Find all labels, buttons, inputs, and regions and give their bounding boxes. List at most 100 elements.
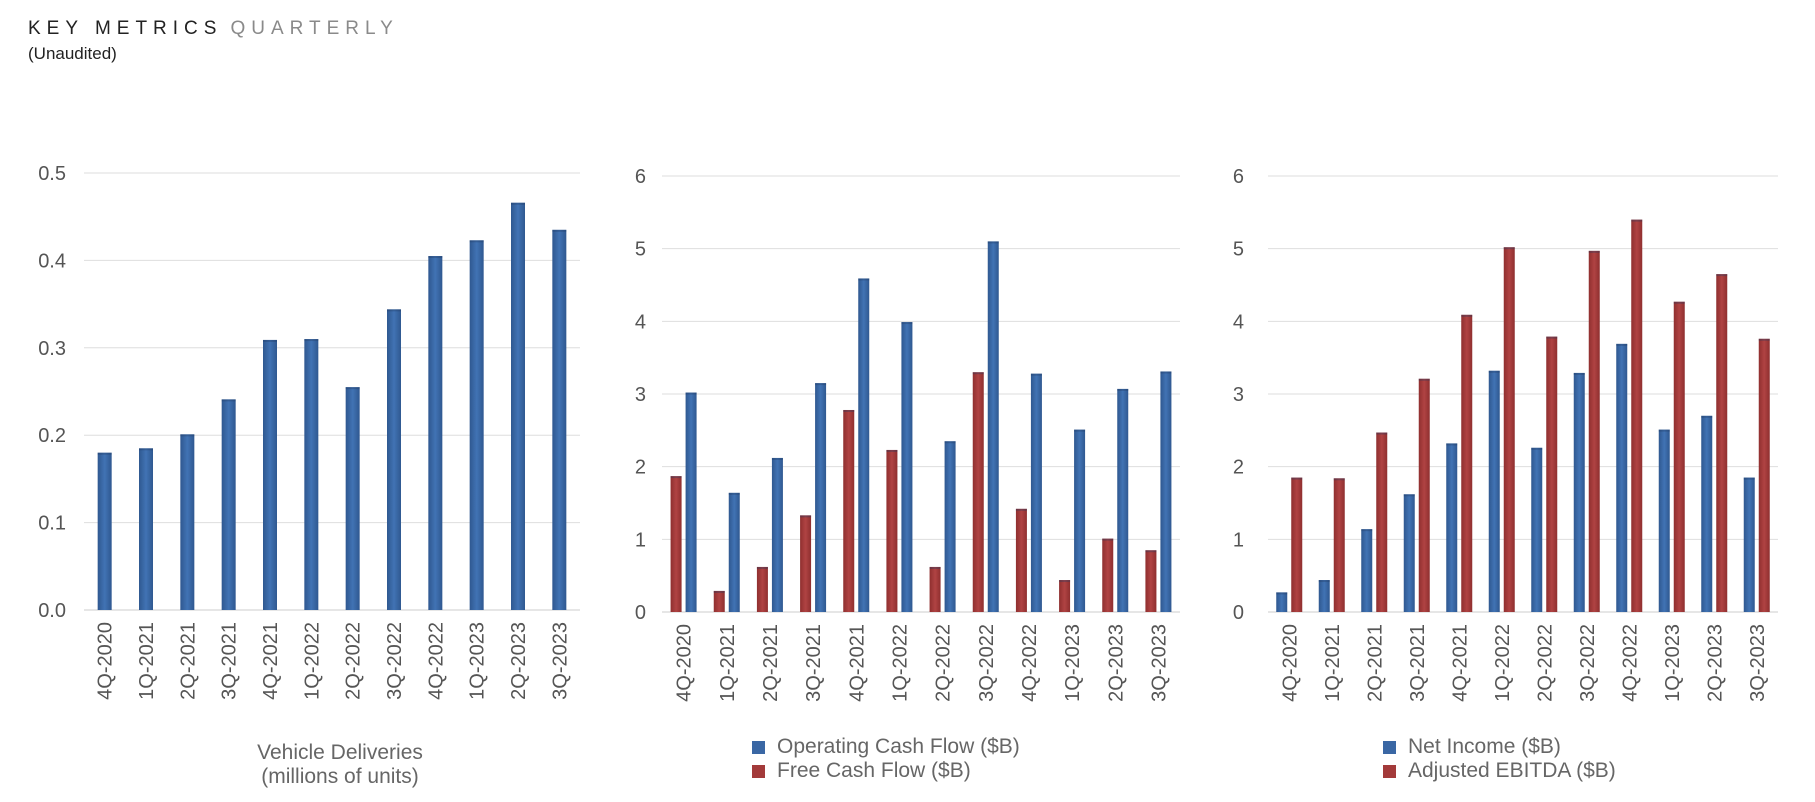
chart-2-bar-cap xyxy=(800,515,812,518)
chart-3-bar-cap xyxy=(1701,415,1713,418)
chart-3-bar-cap xyxy=(1333,478,1345,481)
chart-1-bar-delivery xyxy=(552,229,567,610)
chart-2-bar-cap xyxy=(713,590,725,593)
chart-3-bar-adjusted-ebitda xyxy=(1376,432,1388,612)
chart-1-x-tick-label: 3Q-2023 xyxy=(549,622,571,700)
chart-3-bar-adjusted-ebitda xyxy=(1503,247,1515,613)
legend-swatch-blue xyxy=(752,740,765,754)
legend-item-free-cash-flow: Free Cash Flow ($B) xyxy=(752,759,1020,783)
chart-3-bar-cap xyxy=(1716,274,1728,277)
chart-2-bar-cap xyxy=(1030,373,1042,376)
chart-2-bar-cap xyxy=(771,457,783,460)
chart-2-bar-free-cash-flow xyxy=(843,409,855,612)
chart-3-bar-cap xyxy=(1503,247,1515,250)
chart-2-bar-cap xyxy=(1160,371,1172,374)
chart-1-y-tick-label: 0.4 xyxy=(38,250,66,272)
chart-2-y-tick-label: 1 xyxy=(635,529,646,551)
chart-3-bar-adjusted-ebitda xyxy=(1631,219,1643,612)
chart-1-x-tick-label: 1Q-2022 xyxy=(301,622,323,700)
chart-3-bar-net-income xyxy=(1573,372,1585,612)
chart-2-bar-operating-cash-flow xyxy=(858,278,870,612)
chart-2-y-tick-label: 2 xyxy=(635,457,646,479)
chart-2-bar-cap xyxy=(1102,538,1114,541)
chart-2-y-tick-label: 6 xyxy=(635,166,646,188)
chart-2-bar-free-cash-flow xyxy=(800,515,812,612)
chart-2-x-tick-label: 2Q-2023 xyxy=(1105,624,1127,702)
chart-1-y-tick-label: 0.3 xyxy=(38,338,66,360)
chart-1-x-tick-label: 3Q-2022 xyxy=(384,622,406,700)
chart-1-bar-cap xyxy=(304,339,319,342)
chart-2-bar-free-cash-flow xyxy=(713,590,725,612)
chart-2-bar-cap xyxy=(858,278,870,281)
chart-1-bar-cap xyxy=(345,387,360,390)
chart-2-bar-free-cash-flow xyxy=(886,449,898,612)
chart-3-bar-cap xyxy=(1403,494,1415,497)
chart-2-bar-operating-cash-flow xyxy=(944,441,956,612)
chart-2-bar-operating-cash-flow xyxy=(771,457,783,612)
chart-3-x-tick-label: 3Q-2022 xyxy=(1577,624,1599,702)
chart-3-bar-cap xyxy=(1418,378,1430,381)
chart-1-bar-delivery xyxy=(263,339,277,610)
chart-3-x-tick-label: 1Q-2023 xyxy=(1662,624,1684,702)
chart-1-bar-cap xyxy=(387,309,401,312)
chart-1-x-tick-label: 3Q-2021 xyxy=(219,622,241,700)
chart-3-bar-cap xyxy=(1361,529,1373,532)
chart-1-x-tick-label: 4Q-2020 xyxy=(95,622,117,700)
legend-label-free-cash-flow: Free Cash Flow ($B) xyxy=(777,759,971,782)
chart-1-bar-delivery xyxy=(304,339,319,610)
chart-2-bar-free-cash-flow xyxy=(1102,538,1114,612)
legend-label-net-income: Net Income ($B) xyxy=(1408,735,1561,758)
chart-1-bar-delivery xyxy=(469,240,484,610)
cash-flow-legend: Operating Cash Flow ($B) Free Cash Flow … xyxy=(752,735,1020,783)
income-legend: Net Income ($B) Adjusted EBITDA ($B) xyxy=(1383,735,1616,783)
legend-swatch-red xyxy=(1383,764,1396,778)
chart-2-bar-free-cash-flow xyxy=(670,476,682,612)
chart-3-bar-adjusted-ebitda xyxy=(1588,250,1600,612)
chart-3-bar-net-income xyxy=(1531,447,1543,612)
chart-3-bar-cap xyxy=(1461,314,1473,317)
chart-3-bar-cap xyxy=(1673,301,1685,304)
chart-2-x-tick-label: 3Q-2021 xyxy=(803,624,825,702)
chart-2-y-tick-label: 4 xyxy=(635,311,646,333)
page-title: KEY METRICS xyxy=(28,18,223,39)
chart-2-bar-cap xyxy=(728,492,740,495)
chart-3-x-tick-label: 2Q-2021 xyxy=(1364,624,1386,702)
chart-2-y-tick-label: 0 xyxy=(635,602,646,624)
chart-3-x-tick-label: 4Q-2022 xyxy=(1619,624,1641,702)
chart-1-bar-cap xyxy=(552,229,567,232)
chart-2-bar-operating-cash-flow xyxy=(1160,371,1172,612)
chart-2-bar-free-cash-flow xyxy=(756,566,768,612)
chart-2-bar-cap xyxy=(1015,508,1027,511)
chart-2-bar-cap xyxy=(1059,580,1071,583)
chart-3-bar-net-income xyxy=(1361,529,1373,612)
chart-1-x-tick-label: 2Q-2022 xyxy=(343,622,365,700)
chart-2-y-tick-label: 3 xyxy=(635,384,646,406)
chart-3-x-tick-label: 3Q-2021 xyxy=(1407,624,1429,702)
chart-3-x-tick-label: 3Q-2023 xyxy=(1747,624,1769,702)
chart-2-bar-cap xyxy=(1074,429,1086,432)
page-subtitle: (Unaudited) xyxy=(28,44,117,63)
chart-1-y-tick-label: 0.0 xyxy=(38,600,66,622)
chart-2-bar-cap xyxy=(929,566,941,569)
chart-3-bar-net-income xyxy=(1743,477,1755,612)
chart-3-y-tick-label: 1 xyxy=(1233,529,1244,551)
chart-3-bar-cap xyxy=(1318,580,1330,583)
chart-2-bar-operating-cash-flow xyxy=(1074,429,1086,612)
chart-3-bar-adjusted-ebitda xyxy=(1291,477,1303,612)
chart-2-bar-cap xyxy=(987,241,999,244)
chart-2-x-tick-label: 4Q-2022 xyxy=(1019,624,1041,702)
chart-2-bar-cap xyxy=(1117,388,1129,391)
chart-2-y-tick-label: 5 xyxy=(635,239,646,261)
chart-3-y-tick-label: 3 xyxy=(1233,384,1244,406)
chart-1-x-tick-label: 1Q-2023 xyxy=(467,622,489,700)
chart-1-x-tick-label: 1Q-2021 xyxy=(136,622,158,700)
chart-3-x-tick-label: 1Q-2022 xyxy=(1492,624,1514,702)
chart-2-bar-cap xyxy=(901,322,913,325)
chart-2-bar-cap xyxy=(670,476,682,479)
chart-2-x-tick-label: 4Q-2021 xyxy=(846,624,868,702)
chart-3-bar-cap xyxy=(1758,338,1770,341)
chart-3-y-tick-label: 5 xyxy=(1233,239,1244,261)
chart-2-x-tick-label: 3Q-2022 xyxy=(976,624,998,702)
chart-2-bar-operating-cash-flow xyxy=(901,322,913,612)
